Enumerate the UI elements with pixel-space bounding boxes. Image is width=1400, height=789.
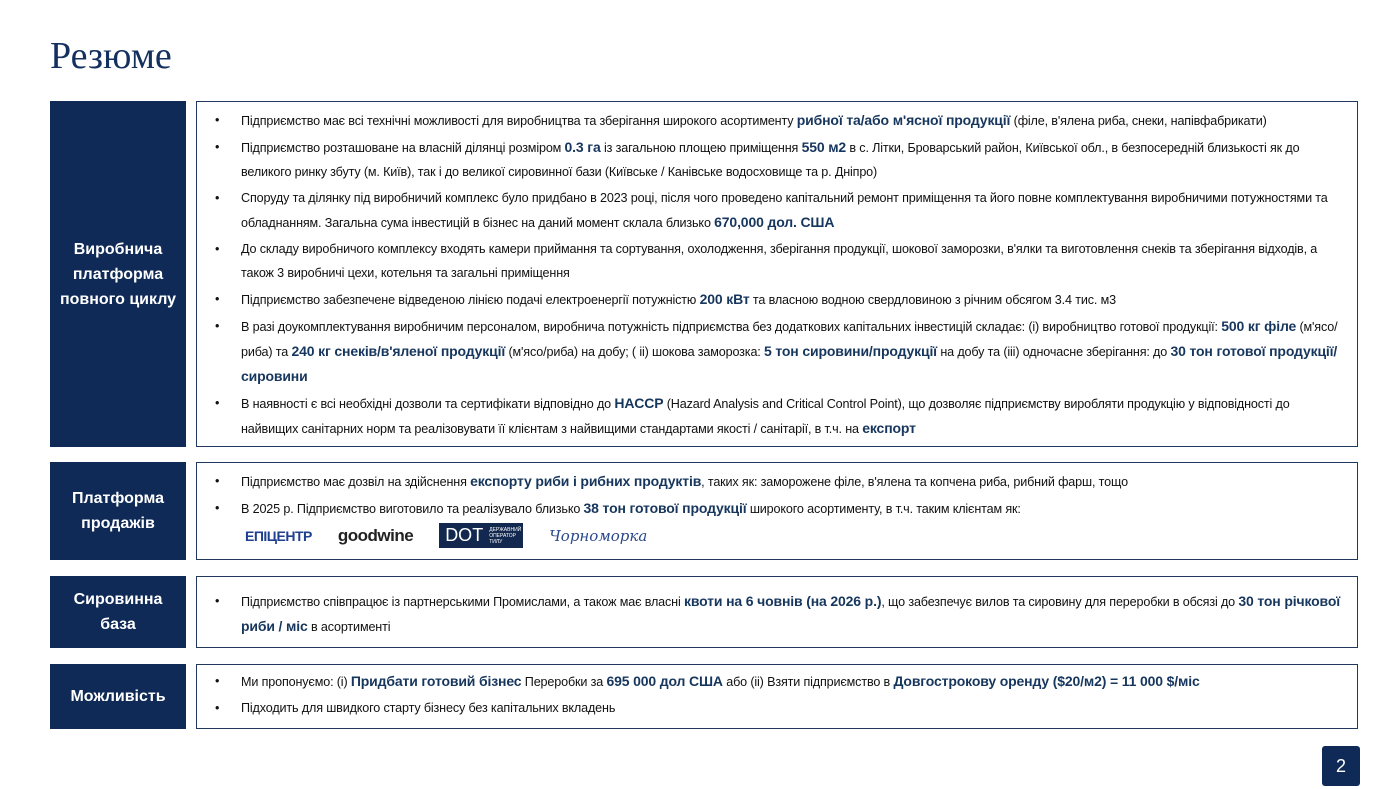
- bullet-item: В наявності є всі необхідні дозволи та с…: [207, 391, 1345, 441]
- highlight-text: квоти на 6 човнів (на 2026 р.): [683, 593, 882, 609]
- section-label: Виробнича платформа повного циклу: [50, 101, 186, 447]
- client-logos: ЕПІЦЕНТР goodwine DOT ДЕРЖАВНИЙ ОПЕРАТОР …: [207, 523, 1345, 548]
- bullet-text: В 2025 р. Підприємство виготовило та реа…: [241, 502, 584, 516]
- bullet-item: В разі доукомплектування виробничим перс…: [207, 314, 1345, 389]
- bullet-text: із загальною площею приміщення: [600, 141, 802, 155]
- bullet-text: (м'ясо/риба) та: [241, 320, 1338, 359]
- highlight-text: 0.3 га: [564, 139, 601, 155]
- bullet-item: Підприємство забезпечене відведеною ліні…: [207, 287, 1345, 312]
- highlight-text: 30 тон готової продукції/сировини: [241, 343, 1338, 384]
- bullet-text: Підприємство забезпечене відведеною ліні…: [241, 293, 700, 307]
- bullet-item: Підприємство розташоване на власній діля…: [207, 135, 1345, 184]
- bullet-text: широкого асортименту, в т.ч. таким клієн…: [746, 502, 1021, 516]
- bullet-text: Підприємство має всі технічні можливості…: [241, 114, 797, 128]
- bullet-text: Підприємство співпрацює із партнерськими…: [241, 595, 684, 609]
- section-raw-materials: Сировинна база Підприємство співпрацює із…: [50, 576, 1358, 648]
- bullet-text: Споруду та ділянку під виробничий компле…: [241, 191, 1328, 230]
- bullet-item: Підприємство має дозвіл на здійснення ек…: [207, 469, 1345, 494]
- bullet-text: , таких як: заморожене філе, в'ялена та …: [701, 475, 1128, 489]
- bullet-item: Підприємство має всі технічні можливості…: [207, 108, 1345, 133]
- bullet-text: в асортименті: [307, 620, 391, 634]
- bullet-text: Підприємство розташоване на власній діля…: [241, 141, 565, 155]
- bullet-text: До складу виробничого комплексу входять …: [241, 242, 1318, 280]
- bullet-text: В наявності є всі необхідні дозволи та с…: [241, 397, 615, 411]
- bullet-text: в с. Літки, Броварський район, Київської…: [241, 141, 1300, 179]
- bullet-item: В 2025 р. Підприємство виготовило та реа…: [207, 496, 1345, 521]
- highlight-text: 695 000 дол США: [606, 673, 723, 689]
- highlight-text: 500 кг філе: [1221, 318, 1297, 334]
- bullet-text: Підприємство має дозвіл на здійснення: [241, 475, 471, 489]
- highlight-text: рибної та/або м'ясної продукції: [796, 112, 1011, 128]
- highlight-text: експорту риби і рибних продуктів: [470, 473, 702, 489]
- bullet-text: або (іі) Взяти підприємство в: [722, 675, 894, 689]
- bullet-item: До складу виробничого комплексу входять …: [207, 237, 1345, 285]
- bullet-text: В разі доукомплектування виробничим перс…: [241, 320, 1222, 334]
- bullet-text: Підходить для швидкого старту бізнесу бе…: [241, 701, 616, 715]
- logo-epicentr: ЕПІЦЕНТР: [245, 527, 312, 544]
- highlight-text: 240 кг снеків/в'яленої продукції: [291, 343, 506, 359]
- section-sales: Платформа продажів Підприємство має дозві…: [50, 462, 1358, 560]
- highlight-text: Довгострокову оренду ($20/м2) = 11 000 $…: [893, 673, 1200, 689]
- logo-goodwine: goodwine: [337, 525, 414, 545]
- highlight-text: 200 кВт: [699, 291, 750, 307]
- section-production: Виробнича платформа повного циклу Підприє…: [50, 101, 1358, 447]
- logo-dot: DOT ДЕРЖАВНИЙ ОПЕРАТОР ТИЛУ: [439, 523, 524, 548]
- highlight-text: експорт: [862, 420, 916, 436]
- bullet-item: Ми пропонуємо: (і) Придбати готовий бізн…: [207, 669, 1345, 694]
- bullet-text: на добу та (ііі) одночасне зберігання: д…: [936, 345, 1171, 359]
- highlight-text: HACCP: [614, 395, 664, 411]
- highlight-text: 670,000 дол. США: [714, 214, 835, 230]
- bullet-text: (м'ясо/риба) на добу; ( іі) шокова замор…: [505, 345, 764, 359]
- section-label: Платформа продажів: [50, 462, 186, 560]
- bullet-text: (Hazard Analysis and Critical Control Po…: [241, 397, 1290, 436]
- bullet-text: (філе, в'ялена риба, снеки, напівфабрика…: [1010, 114, 1267, 128]
- highlight-text: 38 тон готової продукції: [583, 500, 747, 516]
- bullet-text: Ми пропонуємо: (і): [241, 675, 351, 689]
- bullet-text: Переробки за: [521, 675, 607, 689]
- section-opportunity: Можливість Ми пропонуємо: (і) Придбати го…: [50, 664, 1358, 729]
- highlight-text: Придбати готовий бізнес: [350, 673, 522, 689]
- logo-chornomorka: Чорноморка: [549, 526, 648, 545]
- bullet-item: Підприємство співпрацює із партнерськими…: [207, 589, 1345, 639]
- section-label: Можливість: [50, 664, 186, 729]
- bullet-text: , що забезпечує вилов та сировину для пе…: [881, 595, 1239, 609]
- bullet-item: Підходить для швидкого старту бізнесу бе…: [207, 696, 1345, 720]
- highlight-text: 5 тон сировини/продукції: [764, 343, 937, 359]
- highlight-text: 30 тон річкової риби / міс: [241, 593, 1341, 634]
- bullet-item: Споруду та ділянку під виробничий компле…: [207, 186, 1345, 235]
- bullet-text: та власною водною свердловиною з річним …: [749, 293, 1116, 307]
- page-title: Резюме: [50, 35, 172, 77]
- highlight-text: 550 м2: [801, 139, 847, 155]
- section-label: Сировинна база: [50, 576, 186, 648]
- page-number: 2: [1322, 746, 1360, 786]
